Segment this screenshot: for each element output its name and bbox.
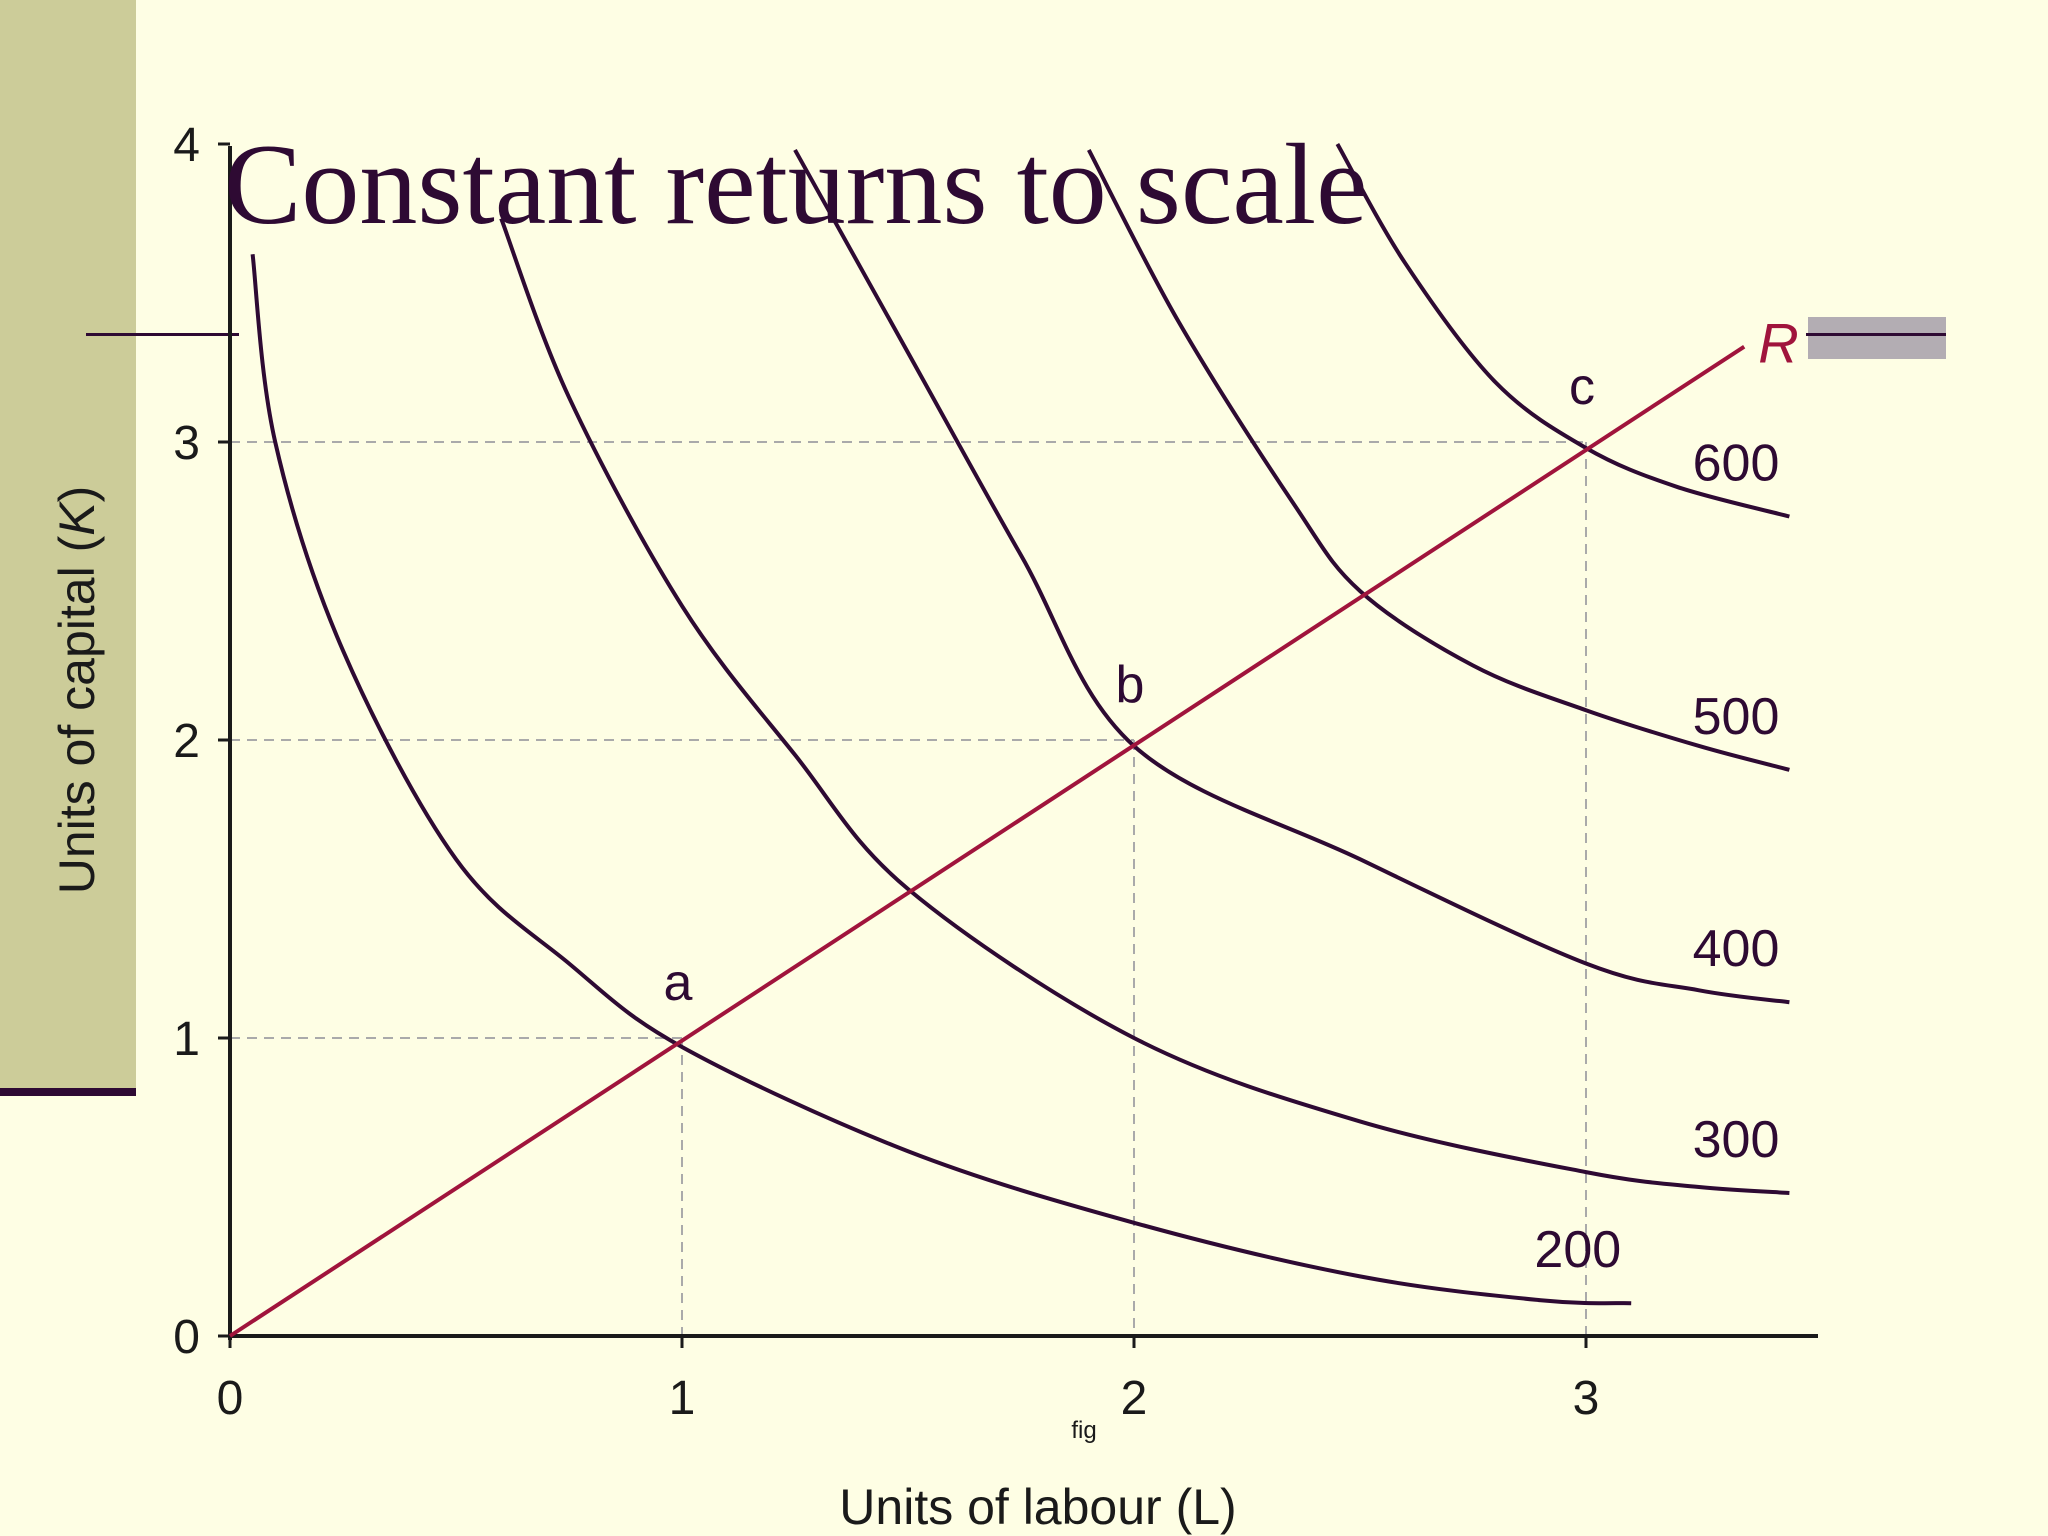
isoquant-label-500: 500 — [1693, 688, 1780, 746]
point-label-c: c — [1569, 358, 1595, 416]
y-axis-title-prefix: Units of capital ( — [49, 535, 105, 894]
expansion-path — [228, 344, 1746, 1338]
x-tick-label-0: 0 — [217, 1372, 244, 1425]
x-axis-title: Units of labour (L) — [839, 1479, 1236, 1535]
isoquant-label-300: 300 — [1693, 1111, 1780, 1169]
y-tick-label-4: 4 — [173, 119, 200, 172]
x-tick-label-2: 2 — [1121, 1372, 1148, 1425]
x-tick-label-3: 3 — [1573, 1372, 1600, 1425]
axes — [228, 146, 1818, 1340]
title-rule-right — [1806, 333, 1946, 336]
slide-title: Constant returns to scale — [224, 121, 1368, 249]
point-label-a: a — [664, 954, 693, 1012]
side-band — [0, 0, 136, 1090]
figure-note: fig — [1071, 1417, 1096, 1444]
y-tick-label-2: 2 — [173, 715, 200, 768]
x-tick-label-1: 1 — [669, 1372, 696, 1425]
y-tick-label-3: 3 — [173, 417, 200, 470]
isoquant-label-200: 200 — [1534, 1221, 1621, 1279]
ray-label-R: R — [1758, 312, 1798, 375]
isoquant-curves — [250, 143, 1790, 1306]
side-band-rule — [0, 1088, 136, 1096]
chart-labels: 200 300 400 500 600 Ra b c — [664, 312, 1799, 1280]
y-tick-label-0: 0 — [173, 1311, 200, 1364]
y-axis-title-variable: K — [49, 500, 105, 536]
isoquant-label-600: 600 — [1693, 435, 1780, 493]
y-axis-title-suffix: ) — [49, 486, 105, 503]
ticks: 0 1 2 3 0 1 2 3 4 — [173, 119, 1599, 1425]
isoquant-500 — [1087, 149, 1790, 772]
isoquant-200 — [250, 254, 1632, 1306]
isoquant-300 — [499, 217, 1790, 1195]
y-tick-label-1: 1 — [173, 1013, 200, 1066]
isoquant-label-400: 400 — [1693, 920, 1780, 978]
title-rule-left — [86, 333, 239, 336]
y-axis-title: Units of capital (K) — [49, 486, 105, 895]
ray-R — [228, 344, 1746, 1338]
point-label-b: b — [1116, 656, 1145, 714]
isoquant-600 — [1335, 143, 1790, 519]
title-rule-right-box — [1808, 317, 1946, 359]
isoquant-400 — [793, 148, 1790, 1005]
